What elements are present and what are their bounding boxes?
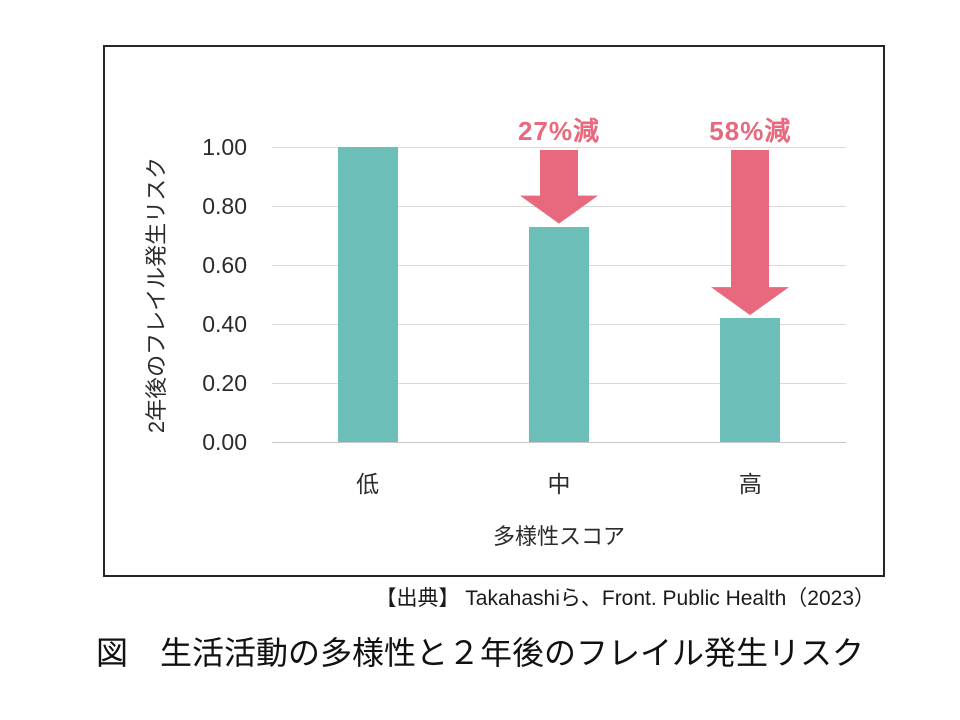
down-arrow-icon — [520, 150, 598, 224]
x-category-label: 中 — [547, 471, 571, 497]
down-arrow-shape — [520, 150, 598, 224]
y-tick-label: 0.00 — [202, 429, 247, 455]
down-arrow-icon — [711, 150, 790, 316]
gridline — [272, 441, 846, 443]
annotation-label: 58%減 — [709, 116, 792, 146]
gridline — [272, 146, 846, 148]
source-caption: 【出典】 Takahashiら、Front. Public Health（202… — [375, 587, 875, 610]
y-tick-label: 0.80 — [202, 193, 247, 219]
plot-area: 0.00 0.20 0.40 0.60 0.80 1.00 低 中 高 27%減 58%減 — [105, 47, 883, 575]
bar — [720, 318, 781, 442]
y-tick-label: 0.20 — [202, 370, 247, 396]
annotation-label: 27%減 — [517, 116, 601, 146]
figure-title: 図 生活活動の多様性と２年後のフレイル発生リスク — [95, 635, 864, 671]
down-arrow-shape — [711, 150, 790, 316]
x-axis-title: 多様性スコア — [492, 524, 625, 549]
x-category-label: 低 — [356, 471, 380, 497]
chart-frame: 2年後のフレイル発生リスク 0.00 0.20 0.40 0.60 0.80 1.00 低中… — [103, 45, 885, 577]
y-tick-label: 0.60 — [202, 252, 247, 278]
x-category-label: 高 — [738, 471, 762, 497]
y-tick-label: 0.40 — [202, 311, 247, 337]
bar — [337, 147, 398, 442]
bar — [529, 226, 589, 442]
y-tick-label: 1.00 — [202, 134, 247, 160]
